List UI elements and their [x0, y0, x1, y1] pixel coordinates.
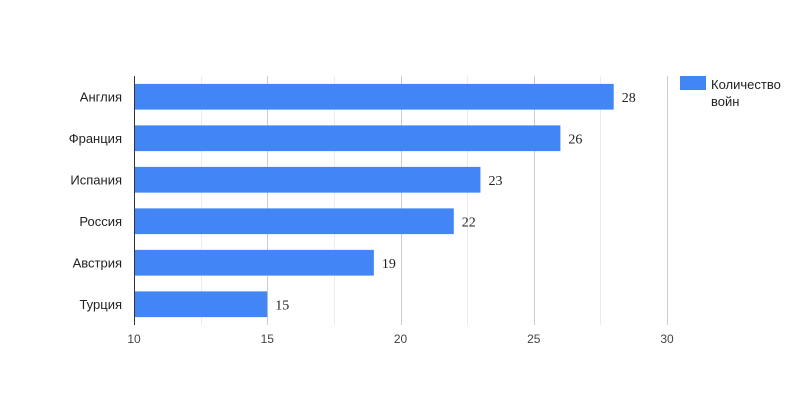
- bar: [135, 166, 481, 193]
- category-label: Россия: [79, 214, 122, 229]
- category-label: Австрия: [73, 255, 122, 270]
- x-tick-label: 25: [527, 332, 541, 346]
- data-label: 22: [462, 215, 476, 230]
- bar: [135, 83, 614, 110]
- legend-label: Количество войн: [711, 77, 781, 109]
- category-label: Англия: [80, 89, 122, 104]
- legend: Количество войн: [680, 76, 790, 110]
- x-tick-label: 10: [127, 332, 141, 346]
- x-tick-label: 15: [261, 332, 275, 346]
- category-label: Турция: [79, 297, 122, 312]
- category-label: Испания: [70, 172, 122, 187]
- data-label: 19: [382, 257, 396, 272]
- bar: [135, 291, 268, 318]
- legend-swatch: [680, 76, 706, 90]
- bar: [135, 208, 454, 235]
- data-label: 26: [568, 132, 582, 147]
- bar: [135, 125, 561, 152]
- bar: [135, 249, 374, 276]
- data-label: 28: [622, 91, 636, 106]
- x-tick-label: 20: [394, 332, 408, 346]
- data-label: 23: [488, 174, 502, 189]
- category-label: Франция: [69, 131, 122, 146]
- x-tick-label: 30: [660, 332, 674, 346]
- data-label: 15: [275, 298, 289, 313]
